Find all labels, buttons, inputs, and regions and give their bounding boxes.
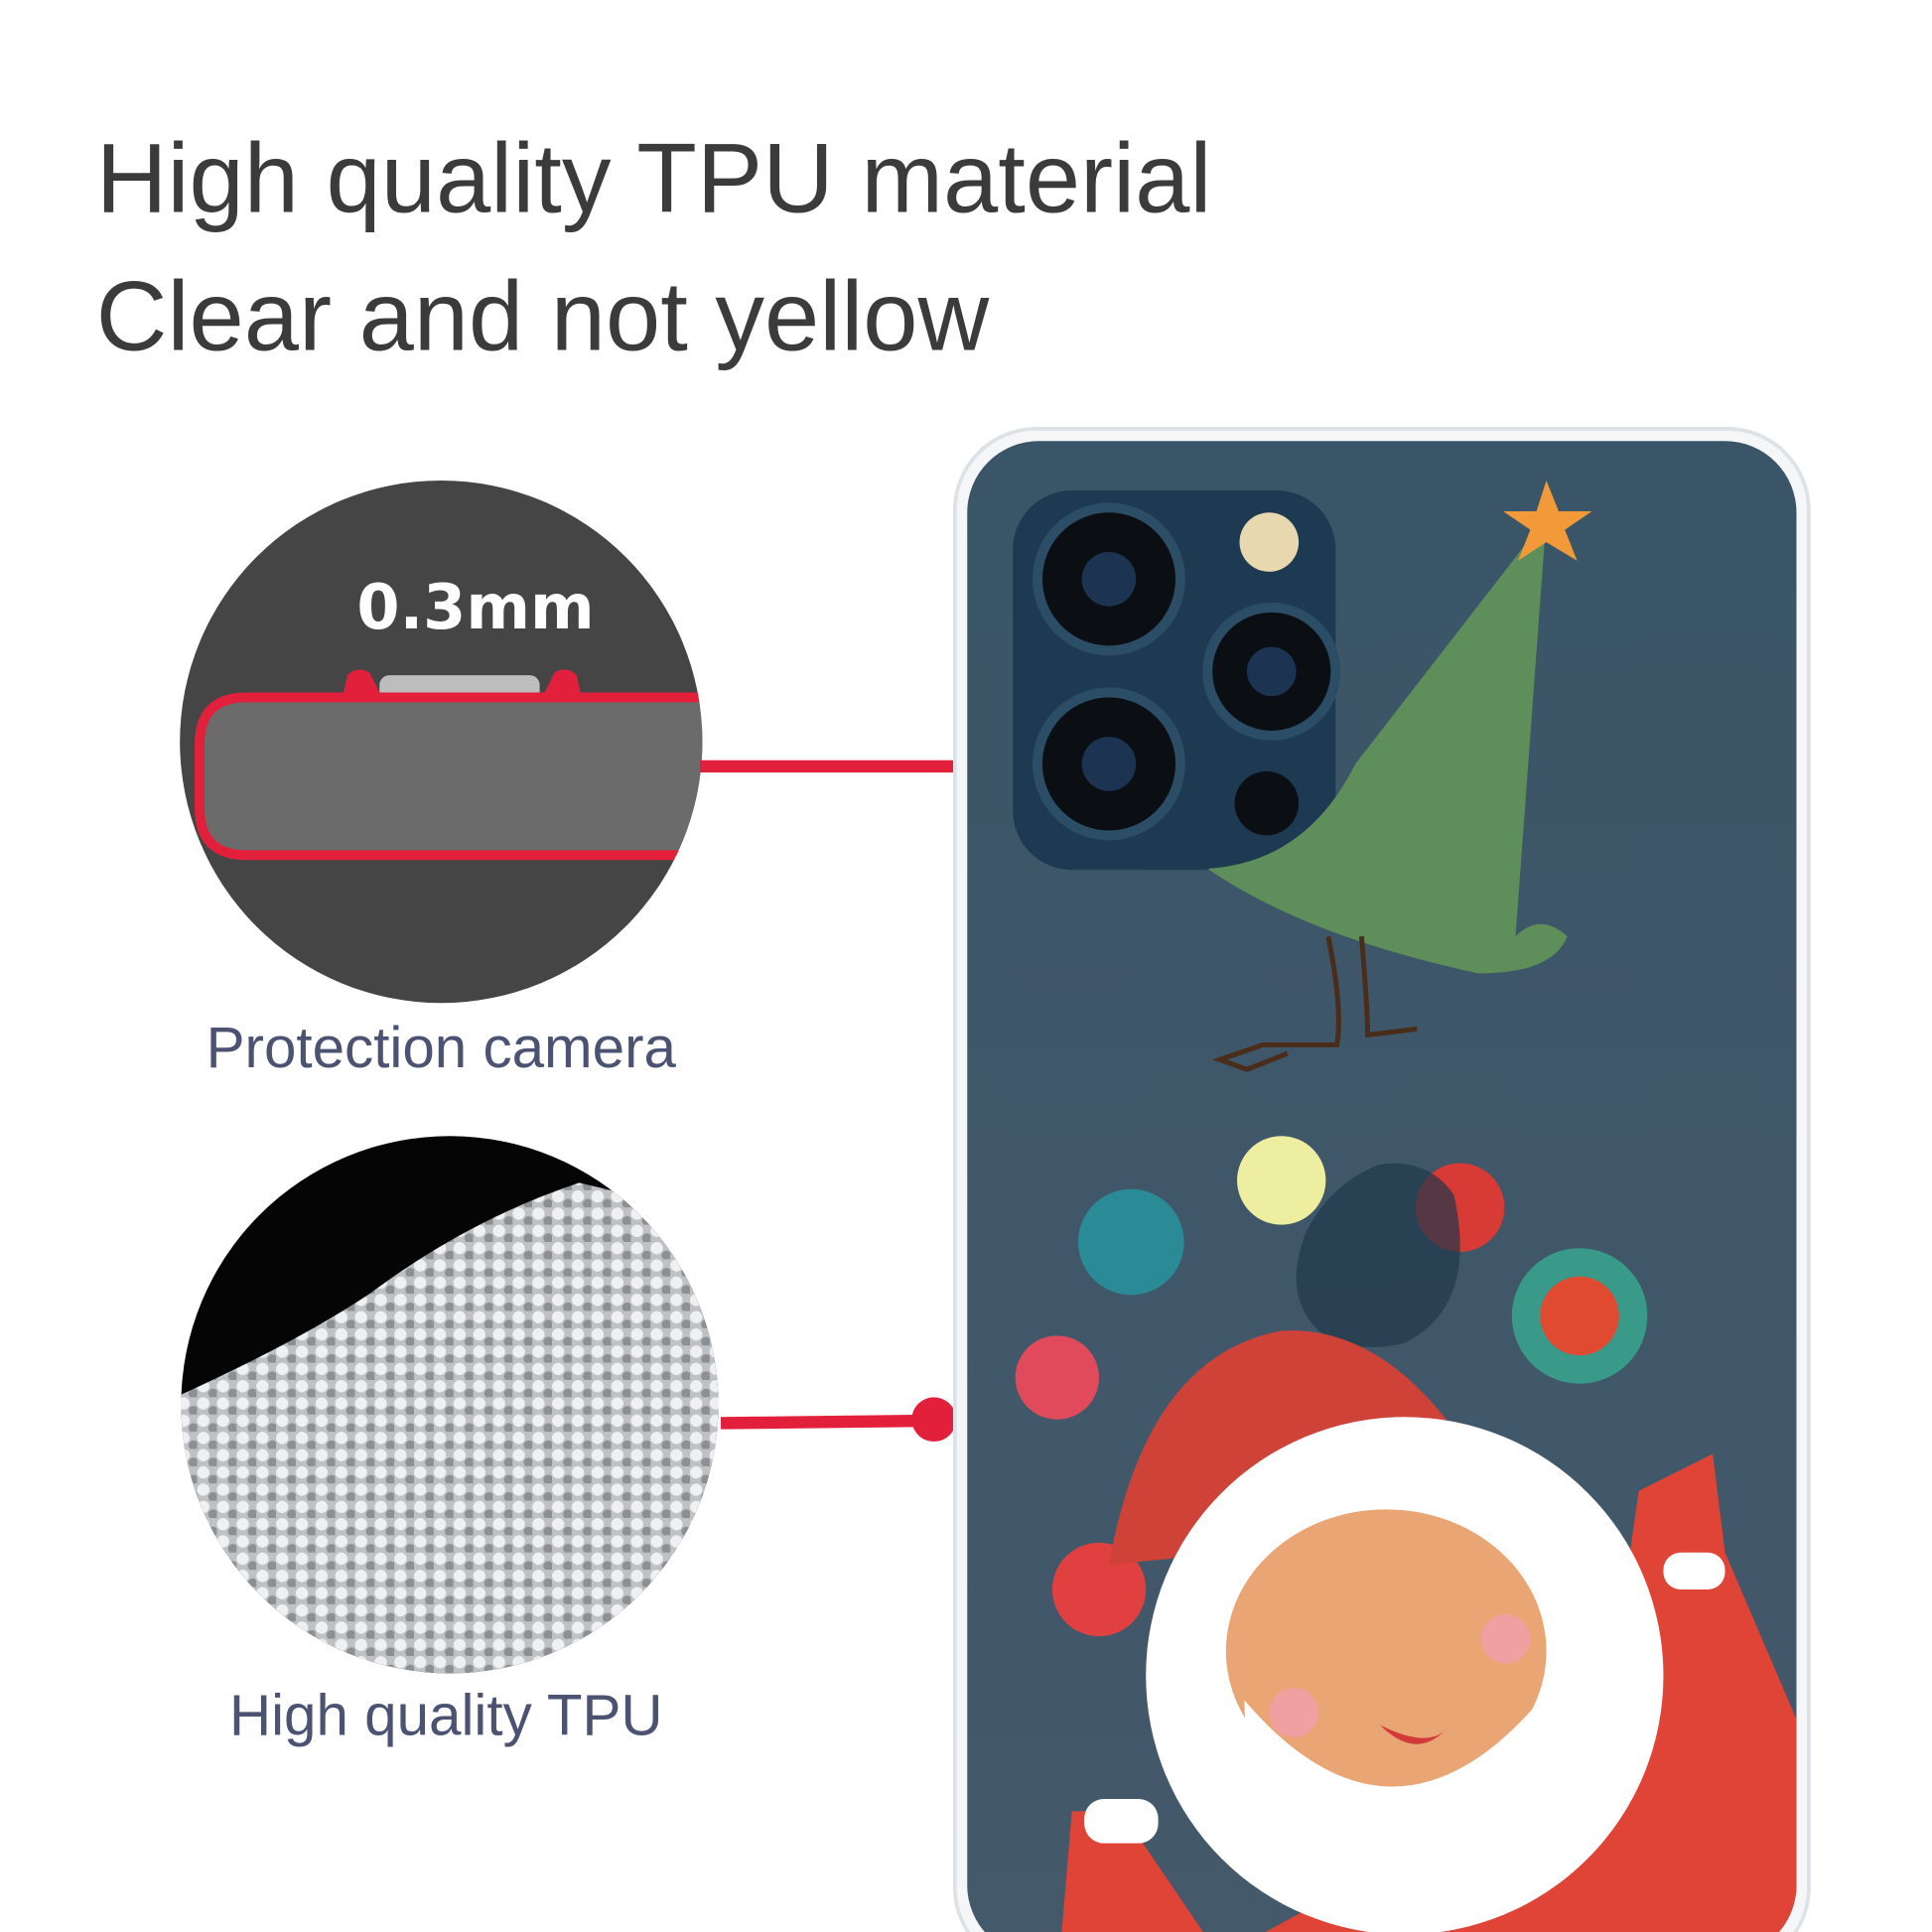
camera-module (1013, 489, 1341, 871)
callout-label-tpu: High quality TPU (229, 1683, 663, 1747)
headline-line1: High quality TPU material (96, 123, 1212, 233)
santa-illustration (1059, 1330, 1797, 1932)
thickness-label: 0.3mm (356, 571, 594, 643)
camera-protection-callout: 0.3mm Protection camera (180, 481, 1045, 1080)
phone-case (952, 427, 1811, 1932)
headline-line2: Clear and not yellow (96, 261, 990, 371)
callout-label-camera: Protection camera (207, 1016, 677, 1080)
ornaments (1015, 1136, 1648, 1637)
christmas-tree-illustration (1207, 481, 1592, 1072)
tpu-material-callout: High quality TPU (181, 1136, 957, 1747)
